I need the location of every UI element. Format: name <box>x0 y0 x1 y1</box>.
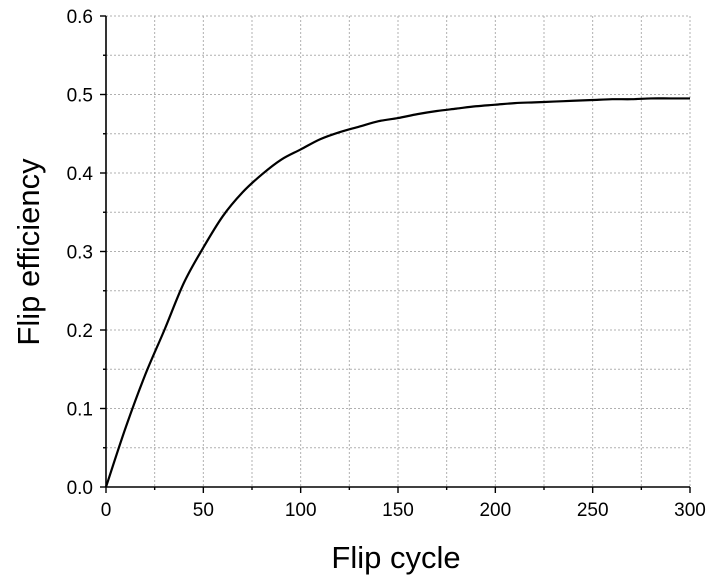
x-axis-title: Flip cycle <box>331 540 460 575</box>
minor-ticks <box>103 54 643 490</box>
x-tick-label: 150 <box>382 500 414 521</box>
axes <box>105 16 690 488</box>
x-tick-label: 200 <box>479 500 511 521</box>
series-line <box>104 97 690 488</box>
y-tick-label: 0.4 <box>67 164 94 185</box>
y-tick-label: 0.1 <box>67 400 93 421</box>
y-tick-labels: 0.0 0.1 0.2 0.3 0.4 0.5 0.6 <box>67 7 94 499</box>
y-tick-label: 0.5 <box>67 86 93 107</box>
x-tick-label: 0 <box>101 500 112 521</box>
x-tick-label: 100 <box>285 500 317 521</box>
y-tick-label: 0.6 <box>67 7 93 28</box>
y-axis-title: Flip efficiency <box>11 158 46 346</box>
major-ticks <box>100 15 691 493</box>
y-tick-label: 0.3 <box>67 243 93 264</box>
x-tick-label: 50 <box>193 500 214 521</box>
grid-lines <box>106 15 691 487</box>
y-tick-label: 0.0 <box>67 478 93 499</box>
x-tick-label: 300 <box>674 500 706 521</box>
x-tick-label: 250 <box>577 500 609 521</box>
x-tick-labels: 0 50 100 150 200 250 300 <box>101 500 706 521</box>
y-tick-label: 0.2 <box>67 321 93 342</box>
